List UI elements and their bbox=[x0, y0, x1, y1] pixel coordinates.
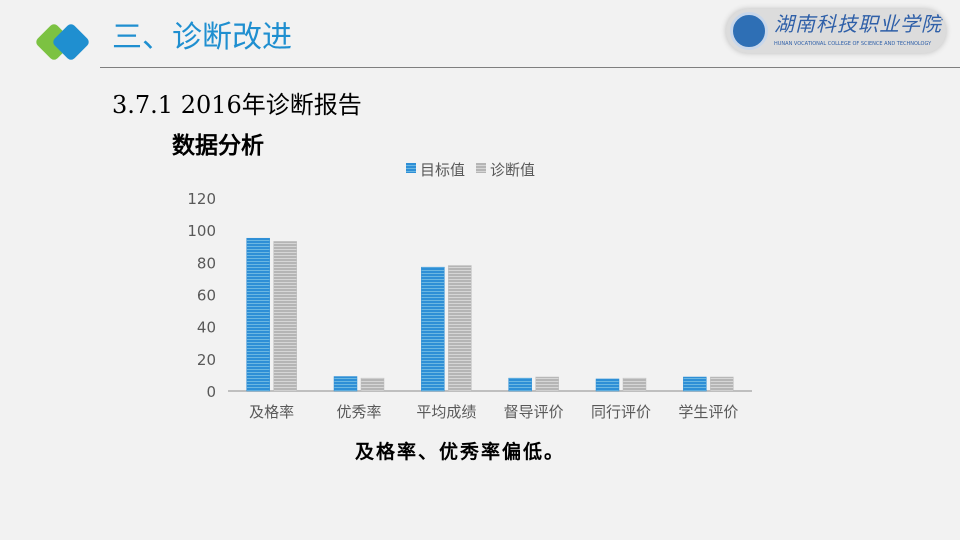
bar-target bbox=[333, 376, 358, 392]
bar-chart: 0 20 40 60 80 100 120 及格率 优秀率 平均成绩 督导评价 同行评价 学生评价 目标值… bbox=[187, 161, 752, 421]
x-tick-label: 及格率 bbox=[249, 403, 294, 421]
bar-target bbox=[421, 266, 445, 392]
bar-target bbox=[508, 377, 532, 392]
bar-diagnosis bbox=[535, 376, 559, 392]
header-divider bbox=[100, 67, 960, 68]
y-tick-label: 0 bbox=[206, 383, 216, 401]
x-tick-label: 同行评价 bbox=[591, 403, 651, 421]
x-tick-label: 督导评价 bbox=[504, 403, 564, 421]
legend-swatch bbox=[476, 163, 486, 173]
y-tick-label: 40 bbox=[197, 319, 216, 337]
x-tick-label: 平均成绩 bbox=[416, 403, 476, 421]
y-tick-label: 100 bbox=[187, 222, 216, 240]
bar-diagnosis bbox=[622, 377, 647, 392]
y-tick-label: 80 bbox=[197, 254, 216, 272]
y-tick-label: 60 bbox=[197, 287, 216, 305]
bar-target bbox=[595, 378, 620, 392]
bar-diagnosis bbox=[710, 376, 734, 392]
bar-diagnosis bbox=[360, 377, 385, 392]
bar-target bbox=[683, 376, 707, 392]
logo-text: 湖南科技职业学院 bbox=[774, 12, 942, 36]
college-seal-icon bbox=[730, 12, 768, 50]
logo-subtext: HUNAN VOCATIONAL COLLEGE OF SCIENCE AND … bbox=[774, 41, 932, 47]
bar-diagnosis bbox=[273, 241, 297, 392]
section-title: 3.7.1 2016年诊断报告 bbox=[112, 91, 362, 119]
legend-swatch bbox=[406, 163, 416, 173]
y-tick-label: 20 bbox=[197, 351, 216, 369]
slide-title: 三、诊断改进 bbox=[112, 20, 292, 55]
logo-diamond-icon bbox=[36, 24, 89, 60]
bar-diagnosis bbox=[448, 265, 472, 392]
y-tick-label: 120 bbox=[187, 190, 216, 208]
subtitle: 数据分析 bbox=[172, 133, 264, 159]
x-tick-label: 学生评价 bbox=[678, 403, 738, 421]
legend-label: 目标值 bbox=[420, 161, 465, 179]
legend-label: 诊断值 bbox=[490, 161, 535, 179]
college-logo: 湖南科技职业学院 HUNAN VOCATIONAL COLLEGE OF SCI… bbox=[726, 9, 946, 53]
x-tick-label: 优秀率 bbox=[336, 403, 381, 421]
bar-target bbox=[246, 237, 270, 392]
conclusion: 及格率、优秀率偏低。 bbox=[355, 441, 566, 463]
